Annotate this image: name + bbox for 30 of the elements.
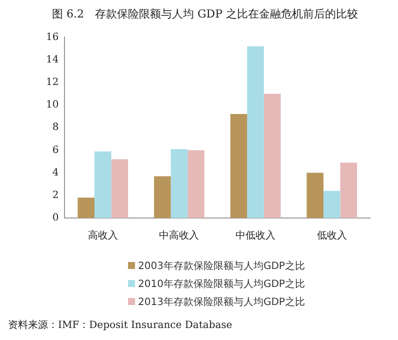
y-tick-label: 2 (52, 190, 59, 201)
bar (306, 172, 324, 218)
text: 资料来源：IMF：Deposit Insurance Database (8, 318, 232, 332)
bar (340, 162, 358, 218)
x-tick-label: 高收入 (88, 230, 118, 242)
y-tick-label: 4 (52, 167, 59, 178)
bar (78, 198, 94, 218)
x-tick-label: 中高收入 (159, 230, 200, 242)
legend-label: 2013年存款保险限额与人均GDP之比 (137, 296, 305, 310)
chart-title: 图 6.2 存款保险限额与人均 GDP 之比在金融危机前后的比较 (52, 7, 358, 20)
y-tick-label: 8 (52, 122, 59, 134)
y-tick-label: 14 (46, 54, 59, 66)
legend-label: 2003年存款保险限额与人均GDP之比 (137, 260, 305, 274)
y-tick-label: 6 (52, 144, 59, 156)
bar (264, 94, 281, 218)
y-tick-label: 16 (46, 32, 59, 43)
bar (247, 46, 264, 218)
y-tick-label: 12 (46, 76, 59, 88)
y-tick-label: 0 (52, 212, 59, 224)
bar (154, 176, 171, 218)
bar (170, 149, 188, 218)
bar (323, 190, 340, 218)
x-tick-label: 中低收入 (236, 230, 276, 242)
y-tick-label: 10 (46, 100, 59, 111)
bar (188, 150, 204, 218)
legend-label: 2010年存款保险限额与人均GDP之比 (137, 278, 305, 292)
x-tick-label: 低收入 (316, 230, 347, 242)
bar (94, 151, 112, 218)
bar (111, 159, 128, 218)
bar (230, 114, 248, 218)
